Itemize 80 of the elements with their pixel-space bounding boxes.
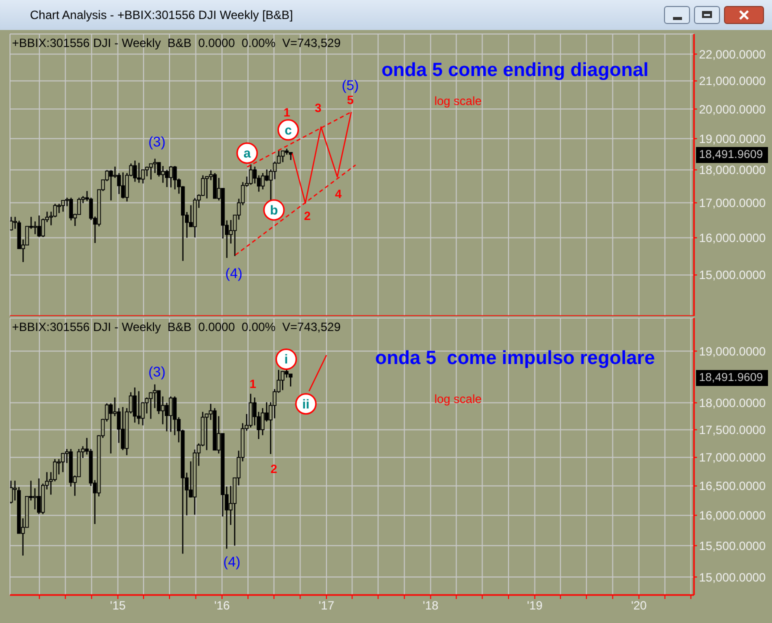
candlestick	[168, 396, 173, 432]
x-tick-label: '18	[422, 598, 439, 613]
candlestick	[33, 488, 37, 510]
candlestick	[288, 373, 292, 388]
annotation: (5)	[342, 76, 359, 93]
annotation: 2	[270, 462, 278, 476]
text: onda 5 come impulso regolare	[375, 348, 655, 369]
candlestick	[173, 165, 177, 190]
annotation: b	[270, 202, 278, 218]
candlestick	[60, 452, 65, 473]
candlestick	[248, 393, 253, 428]
candlestick	[280, 150, 285, 163]
candlestick	[260, 172, 265, 190]
x-tick-label: '17	[318, 598, 335, 613]
candlestick	[169, 165, 173, 188]
annotation: a	[244, 146, 252, 161]
candlestick	[10, 480, 13, 504]
x-tick-label: '15	[110, 598, 126, 613]
candlestick	[165, 169, 169, 188]
annotation: 3	[314, 100, 322, 115]
candlestick	[10, 216, 14, 232]
chart-subtitle: +BBIX:301556 DJI - Weekly B&B 0.0000 0.00% V=743,529	[12, 320, 341, 334]
candlestick	[37, 478, 41, 515]
candlestick	[61, 199, 65, 212]
text: Chart Analysis - +BBIX:301556 DJI Weekly [B&B]	[30, 8, 293, 22]
candlestick	[136, 390, 141, 425]
annotation: 5	[346, 92, 354, 107]
text: 18,491.9609	[696, 370, 768, 386]
y-tick-label: 16,500.0000	[699, 479, 766, 494]
candlestick	[57, 203, 61, 214]
x-tick-label: '19	[526, 598, 543, 613]
candlestick	[145, 166, 149, 177]
y-tick-label: 19,000.0000	[699, 344, 766, 358]
annotation: (4)	[223, 554, 240, 570]
y-tick-label: 17,000.0000	[699, 196, 766, 210]
candlestick	[33, 220, 37, 235]
annotation: 1	[249, 376, 256, 391]
annotation: 4	[334, 186, 342, 201]
y-tick-label: 15,500.0000	[699, 538, 766, 553]
candlestick	[133, 160, 137, 182]
annotation: c	[284, 122, 292, 138]
y-tick-label: 22,000.0000	[699, 47, 766, 62]
y-tick-label: 21,000.0000	[699, 74, 766, 88]
annotation: log scale	[433, 94, 483, 108]
y-tick-label: 16,000.0000	[699, 231, 766, 246]
chart-subtitle: +BBIX:301556 DJI - Weekly B&B 0.0000 0.00% V=743,529	[12, 36, 341, 50]
candlestick	[248, 164, 253, 186]
annotation: ii	[302, 396, 310, 412]
candlestick	[161, 165, 165, 184]
y-tick-label: 20,000.0000	[699, 102, 766, 116]
text: onda 5 come ending diagonal	[381, 60, 649, 81]
candlestick	[37, 214, 41, 238]
candlestick	[153, 158, 157, 174]
candlestick	[120, 406, 125, 451]
annotation: i	[284, 352, 288, 367]
y-tick-label: 17,000.0000	[699, 450, 766, 465]
annotation: 2	[304, 209, 311, 224]
x-tick-label: '20	[631, 598, 648, 613]
y-tick-label: 18,000.0000	[699, 163, 766, 178]
y-tick-label: 17,500.0000	[699, 422, 766, 437]
candlestick	[132, 386, 137, 424]
candlestick	[137, 162, 141, 184]
x-tick-label: '16	[214, 598, 230, 613]
candlestick	[149, 162, 153, 180]
y-tick-label: 19,000.0000	[699, 132, 766, 146]
annotation: (4)	[225, 264, 242, 281]
y-tick-label: 15,000.0000	[699, 268, 766, 282]
candlestick	[284, 367, 288, 378]
annotation: (3)	[148, 134, 166, 150]
y-tick-label: 16,000.0000	[699, 508, 766, 523]
text: 18,491.9609	[696, 147, 768, 163]
annotation: (3)	[148, 363, 166, 380]
annotation: 1	[283, 106, 290, 120]
y-tick-label: 18,000.0000	[699, 396, 766, 410]
annotation: log scale	[433, 392, 483, 406]
candlestick	[212, 172, 217, 199]
y-tick-label: 15,000.0000	[699, 570, 766, 584]
candlestick	[280, 370, 284, 391]
candlestick	[121, 172, 125, 199]
candlestick	[109, 170, 113, 202]
